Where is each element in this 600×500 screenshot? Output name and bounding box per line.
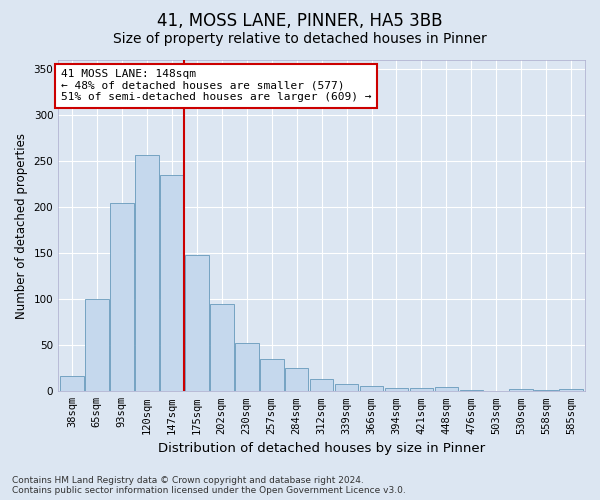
Bar — [210, 304, 233, 392]
Bar — [535, 390, 558, 392]
Y-axis label: Number of detached properties: Number of detached properties — [15, 132, 28, 318]
Bar — [85, 300, 109, 392]
Bar — [335, 384, 358, 392]
Text: 41, MOSS LANE, PINNER, HA5 3BB: 41, MOSS LANE, PINNER, HA5 3BB — [157, 12, 443, 30]
Bar — [559, 390, 583, 392]
Bar — [460, 390, 483, 392]
Bar — [260, 359, 284, 392]
Bar — [385, 388, 409, 392]
Bar — [359, 386, 383, 392]
Bar — [410, 388, 433, 392]
Bar — [285, 368, 308, 392]
Text: Size of property relative to detached houses in Pinner: Size of property relative to detached ho… — [113, 32, 487, 46]
Text: Contains HM Land Registry data © Crown copyright and database right 2024.
Contai: Contains HM Land Registry data © Crown c… — [12, 476, 406, 495]
Bar — [235, 344, 259, 392]
Bar — [60, 376, 84, 392]
Text: 41 MOSS LANE: 148sqm
← 48% of detached houses are smaller (577)
51% of semi-deta: 41 MOSS LANE: 148sqm ← 48% of detached h… — [61, 69, 371, 102]
Bar — [160, 175, 184, 392]
Bar — [135, 155, 158, 392]
Bar — [185, 255, 209, 392]
Bar — [434, 386, 458, 392]
X-axis label: Distribution of detached houses by size in Pinner: Distribution of detached houses by size … — [158, 442, 485, 455]
Bar — [310, 380, 334, 392]
Bar — [509, 390, 533, 392]
Bar — [110, 202, 134, 392]
